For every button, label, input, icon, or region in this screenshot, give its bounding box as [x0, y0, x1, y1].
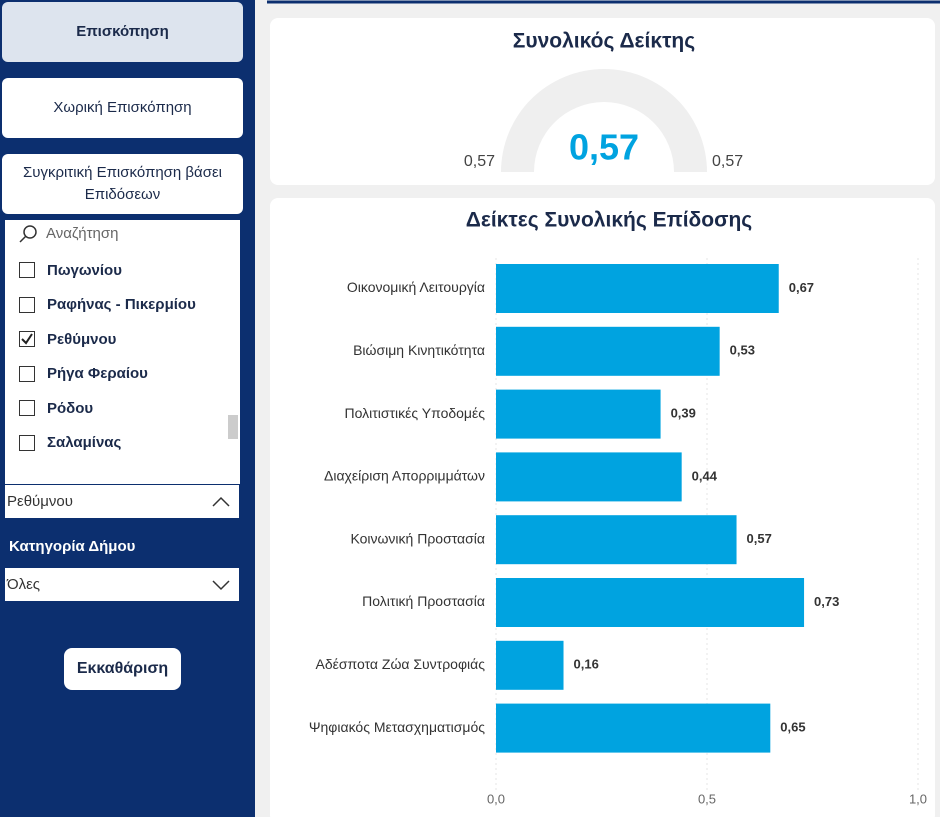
item-label: Σαλαμίνας [47, 434, 122, 451]
item-label: Ρόδου [47, 399, 94, 417]
checkbox[interactable] [19, 434, 35, 451]
sidebar: Αναζήτηση Πωγωνίου Ραφήνας - Πικερμίου Ρεθ… [0, 0, 255, 817]
data-label: 0,44 [692, 468, 718, 483]
nav-button[interactable]: Συγκριτική Επισκόπηση βάσει Επιδόσεων [2, 154, 243, 214]
bar [496, 640, 564, 690]
chevron-up [212, 496, 230, 507]
x-tick-label: 1,0 [909, 791, 927, 806]
gauge-title: Συνολικός Δείκτης [513, 30, 695, 53]
gauge-track [501, 69, 707, 172]
checkbox[interactable] [19, 296, 35, 313]
nav-button[interactable]: Χωρική Επισκόπηση [2, 78, 243, 138]
data-label: 0,39 [671, 406, 696, 421]
x-tick-label: 0,5 [698, 791, 716, 806]
data-label: 0,73 [814, 594, 839, 609]
category-label: Κατηγορία Δήμου [9, 538, 136, 555]
data-label: 0,57 [747, 531, 772, 546]
slicer-item[interactable]: Ρεθύμνου [19, 327, 116, 351]
checkmark [21, 333, 33, 345]
bar [496, 264, 779, 313]
chevron-down [212, 579, 230, 590]
y-tick-label: Κοινωνική Προστασία [350, 530, 485, 546]
y-tick-label: Ψηφιακός Μετασχηματισμός [309, 719, 485, 735]
checkbox[interactable] [19, 400, 35, 416]
item-label: Ραφήνας - Πικερμίου [47, 296, 196, 313]
checkbox[interactable] [19, 331, 35, 347]
selected-dropdown[interactable]: Ρεθύμνου [5, 485, 239, 518]
item-label: Ρεθύμνου [47, 330, 117, 348]
gauge-max: 0,57 [712, 153, 743, 170]
category-dropdown[interactable]: Όλες [5, 568, 239, 601]
slicer-item[interactable]: Ραφήνας - Πικερμίου [19, 293, 196, 317]
slicer-item[interactable]: Ρήγα Φεραίου [19, 362, 148, 386]
clear-button[interactable]: Εκκαθάριση [64, 648, 181, 690]
y-tick-label: Διαχείριση Απορριμμάτων [324, 468, 485, 484]
bar [496, 389, 661, 439]
gauge-min: 0,57 [464, 153, 495, 170]
data-label: 0,65 [780, 720, 805, 735]
scrollbar[interactable] [228, 415, 238, 439]
data-label: 0,16 [574, 657, 599, 672]
y-tick-label: Αδέσποτα Ζώα Συντροφιάς [316, 656, 486, 672]
bar [496, 326, 720, 376]
checkbox[interactable] [19, 365, 35, 382]
y-tick-label: Πολιτική Προστασία [362, 593, 485, 609]
search-placeholder[interactable]: Αναζήτηση [46, 225, 119, 242]
slicer-item[interactable]: Πωγωνίου [19, 258, 122, 282]
dropdown-value: Όλες [7, 576, 41, 593]
checkbox[interactable] [19, 262, 35, 278]
bar [496, 703, 771, 753]
slicer-item[interactable]: Σαλαμίνας [19, 431, 121, 455]
item-label: Ρήγα Φεραίου [47, 365, 148, 382]
item-label: Πωγωνίου [47, 261, 122, 279]
x-tick-label: 0,0 [487, 791, 505, 806]
bar-card [270, 198, 935, 817]
data-label: 0,67 [789, 280, 814, 295]
nav-button[interactable]: Επισκόπηση [2, 2, 243, 62]
search-icon [19, 225, 37, 243]
y-tick-label: Πολιτιστικές Υποδομές [344, 405, 485, 421]
y-tick-label: Βιώσιμη Κινητικότητα [353, 342, 485, 358]
bar [496, 452, 682, 502]
gauge-value: 0,57 [569, 127, 639, 168]
bar [496, 578, 805, 627]
report-canvas: Συνολικός Δείκτης 0,57 0,57 0,57 Δείκτες Συν… [267, 0, 940, 817]
dropdown-value: Ρεθύμνου [7, 493, 73, 510]
slicer-item[interactable]: Ρόδου [19, 396, 93, 420]
y-tick-label: Οικονομική Λειτουργία [347, 279, 485, 295]
data-label: 0,53 [730, 343, 755, 358]
slicer-list: Αναζήτηση Πωγωνίου Ραφήνας - Πικερμίου Ρεθ… [5, 220, 240, 484]
chart-title: Δείκτες Συνολικής Επίδοσης [466, 209, 753, 232]
bar [496, 515, 737, 565]
